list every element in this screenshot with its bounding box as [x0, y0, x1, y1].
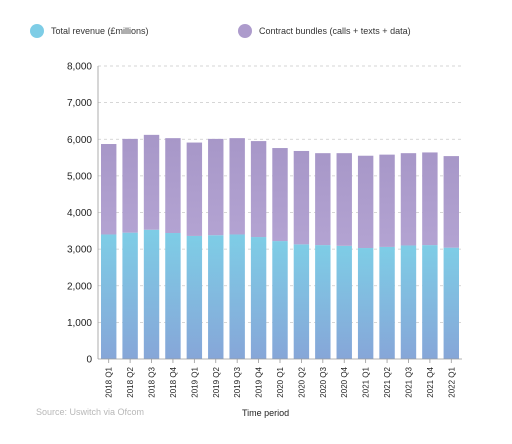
x-axis: 2018 Q1 2018 Q2 2018 Q3 2018 Q4 2019 Q1 2019 …: [98, 358, 462, 398]
bar-revenue: [400, 245, 417, 359]
bar-bundles: [379, 154, 395, 247]
bar-bundles: [422, 152, 438, 246]
bar-revenue: [208, 235, 224, 359]
legend-label-revenue: Total revenue (£millions): [51, 26, 149, 36]
x-tick-label: 2018 Q4: [169, 366, 178, 397]
x-tick-label: 2021 Q2: [383, 366, 392, 397]
bar-bundles: [315, 153, 331, 246]
y-tick-label: 3,000: [67, 245, 92, 256]
bar-bundles: [336, 153, 352, 246]
x-tick-label: 2021 Q4: [426, 366, 435, 397]
x-tick-label: 2019 Q1: [190, 366, 199, 397]
x-tick-label: 2022 Q1: [447, 366, 456, 397]
bar-revenue: [336, 245, 352, 359]
bar-revenue: [100, 234, 117, 359]
y-tick-label: 6,000: [67, 135, 92, 146]
y-tick-label: 0: [86, 355, 92, 366]
y-tick-label: 2,000: [67, 281, 92, 292]
y-tick-label: 4,000: [67, 208, 92, 219]
chart-legend: Total revenue (£millions) Contract bundl…: [30, 24, 411, 38]
bar-bundles: [400, 153, 417, 246]
legend-label-bundles: Contract bundles (calls + texts + data): [259, 26, 411, 36]
bar-revenue: [379, 246, 395, 359]
bar-revenue: [443, 247, 460, 359]
bar-bundles: [293, 150, 310, 245]
y-tick-label: 7,000: [67, 98, 92, 109]
x-tick-label: 2020 Q1: [276, 366, 285, 397]
bar-revenue: [422, 245, 438, 359]
bar-bundles: [100, 144, 117, 235]
bar-bundles: [122, 138, 138, 233]
legend-item-revenue: Total revenue (£millions): [30, 24, 149, 38]
bar-revenue: [357, 248, 374, 359]
x-tick-label: 2020 Q3: [319, 366, 328, 397]
bar-bundles: [443, 156, 460, 248]
bar-revenue: [143, 229, 160, 359]
x-tick-label: 2019 Q4: [255, 366, 264, 397]
x-tick-label: 2018 Q1: [105, 366, 114, 397]
bar-bundles: [272, 148, 288, 242]
legend-swatch-bundles: [238, 24, 252, 38]
x-axis-title: Time period: [242, 408, 290, 418]
bar-revenue: [250, 237, 267, 359]
y-tick-label: 5,000: [67, 171, 92, 182]
legend-item-bundles: Contract bundles (calls + texts + data): [238, 24, 411, 38]
x-tick-label: 2021 Q1: [362, 366, 371, 397]
y-axis: 0 1,000 2,000 3,000 4,000 5,000 6,000 7,000 8,00…: [67, 62, 99, 366]
y-tick-label: 8,000: [67, 62, 92, 73]
x-tick-label: 2021 Q3: [404, 366, 413, 397]
bar-bundles: [143, 134, 160, 230]
x-tick-label: 2019 Q2: [212, 366, 221, 397]
bars: [100, 134, 460, 359]
y-tick-label: 1,000: [67, 318, 92, 329]
x-tick-label: 2020 Q2: [297, 366, 306, 397]
x-tick-label: 2020 Q4: [340, 366, 349, 397]
source-note: Source: Uswitch via Ofcom: [36, 407, 145, 417]
bar-revenue: [122, 232, 138, 359]
bar-bundles: [357, 155, 374, 249]
bar-bundles: [229, 138, 245, 235]
x-tick-label: 2019 Q3: [233, 366, 242, 397]
bar-bundles: [165, 138, 181, 234]
bar-bundles: [208, 138, 224, 236]
bar-revenue: [293, 244, 310, 359]
bar-revenue: [229, 234, 245, 359]
bar-bundles: [186, 142, 203, 236]
bar-revenue: [272, 241, 288, 359]
bar-revenue: [315, 245, 331, 359]
x-tick-label: 2018 Q2: [126, 366, 135, 397]
legend-swatch-revenue: [30, 24, 44, 38]
bar-revenue: [165, 233, 181, 359]
bar-revenue: [186, 235, 203, 359]
bar-bundles: [250, 141, 267, 238]
x-tick-label: 2018 Q3: [148, 366, 157, 397]
